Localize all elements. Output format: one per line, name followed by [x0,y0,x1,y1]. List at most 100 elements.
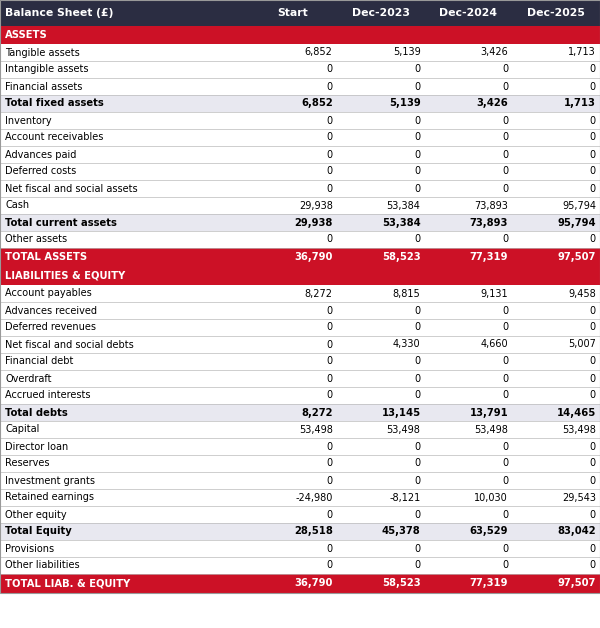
Bar [0,574,600,593]
Text: 73,893: 73,893 [474,200,508,210]
Bar [0,146,600,163]
Bar [0,540,600,557]
Text: 53,498: 53,498 [386,425,421,435]
Text: Inventory: Inventory [5,116,52,126]
Text: Dec-2025: Dec-2025 [527,8,585,18]
Text: Account receivables: Account receivables [5,133,103,143]
Text: 6,852: 6,852 [305,48,333,58]
Text: 58,523: 58,523 [382,252,421,263]
Text: 9,458: 9,458 [568,288,596,298]
Text: 6,852: 6,852 [301,99,333,109]
Text: 97,507: 97,507 [557,252,596,263]
Bar [0,455,600,472]
Text: 0: 0 [415,323,421,332]
Text: Reserves: Reserves [5,458,49,468]
Text: 58,523: 58,523 [382,578,421,588]
Text: 95,794: 95,794 [557,217,596,227]
Text: Intangible assets: Intangible assets [5,65,89,75]
Bar [0,231,600,248]
Bar [0,336,600,353]
Text: 0: 0 [326,561,333,570]
Text: Tangible assets: Tangible assets [5,48,80,58]
Text: 73,893: 73,893 [470,217,508,227]
Text: 13,145: 13,145 [382,408,421,418]
Text: Total fixed assets: Total fixed assets [5,99,104,109]
Text: Account payables: Account payables [5,288,92,298]
Text: Advances received: Advances received [5,305,97,315]
Text: 0: 0 [415,133,421,143]
Text: 0: 0 [415,166,421,176]
Text: 0: 0 [502,357,508,367]
Text: 5,139: 5,139 [389,99,421,109]
Text: 45,378: 45,378 [382,526,421,536]
Text: 4,660: 4,660 [481,340,508,350]
Text: 0: 0 [415,543,421,553]
Text: 0: 0 [590,116,596,126]
Text: 0: 0 [502,509,508,519]
Bar [0,353,600,370]
Text: 0: 0 [590,166,596,176]
Text: Start: Start [277,8,308,18]
Bar [0,557,600,574]
Bar [0,163,600,180]
Text: 0: 0 [590,458,596,468]
Text: -24,980: -24,980 [295,492,333,502]
Text: 53,498: 53,498 [474,425,508,435]
Bar [0,285,600,302]
Text: Retained earnings: Retained earnings [5,492,94,502]
Text: Other liabilities: Other liabilities [5,561,80,570]
Text: 77,319: 77,319 [470,578,508,588]
Text: 0: 0 [502,543,508,553]
Text: Financial debt: Financial debt [5,357,73,367]
Text: 0: 0 [502,391,508,401]
Text: 0: 0 [502,183,508,193]
Text: 0: 0 [502,166,508,176]
Text: 0: 0 [502,305,508,315]
Text: 8,815: 8,815 [392,288,421,298]
Text: 0: 0 [326,82,333,92]
Text: Capital: Capital [5,425,40,435]
Text: 0: 0 [502,323,508,332]
Text: 0: 0 [502,65,508,75]
Text: 53,384: 53,384 [382,217,421,227]
Text: 4,330: 4,330 [393,340,421,350]
Text: 0: 0 [415,357,421,367]
Text: 0: 0 [415,183,421,193]
Text: 0: 0 [590,149,596,160]
Text: 0: 0 [326,357,333,367]
Text: 13,791: 13,791 [469,408,508,418]
Text: 0: 0 [326,475,333,485]
Text: 0: 0 [415,82,421,92]
Text: 0: 0 [326,391,333,401]
Text: 0: 0 [326,133,333,143]
Text: 0: 0 [590,183,596,193]
Text: 10,030: 10,030 [475,492,508,502]
Text: 0: 0 [590,475,596,485]
Text: 0: 0 [415,441,421,452]
Bar [0,248,600,267]
Text: 0: 0 [502,475,508,485]
Text: Other equity: Other equity [5,509,67,519]
Bar [0,26,600,44]
Text: 0: 0 [590,323,596,332]
Text: Dec-2024: Dec-2024 [439,8,497,18]
Text: 0: 0 [415,116,421,126]
Bar [0,267,600,285]
Text: Other assets: Other assets [5,234,67,244]
Text: Total current assets: Total current assets [5,217,117,227]
Text: 83,042: 83,042 [557,526,596,536]
Text: 0: 0 [415,234,421,244]
Text: 0: 0 [502,149,508,160]
Text: 0: 0 [326,149,333,160]
Text: 28,518: 28,518 [294,526,333,536]
Text: Total Equity: Total Equity [5,526,72,536]
Text: 63,529: 63,529 [470,526,508,536]
Text: 0: 0 [326,305,333,315]
Text: 0: 0 [326,65,333,75]
Text: 8,272: 8,272 [305,288,333,298]
Bar [0,129,600,146]
Text: 0: 0 [415,65,421,75]
Text: 0: 0 [590,441,596,452]
Text: 1,713: 1,713 [564,99,596,109]
Text: 53,498: 53,498 [299,425,333,435]
